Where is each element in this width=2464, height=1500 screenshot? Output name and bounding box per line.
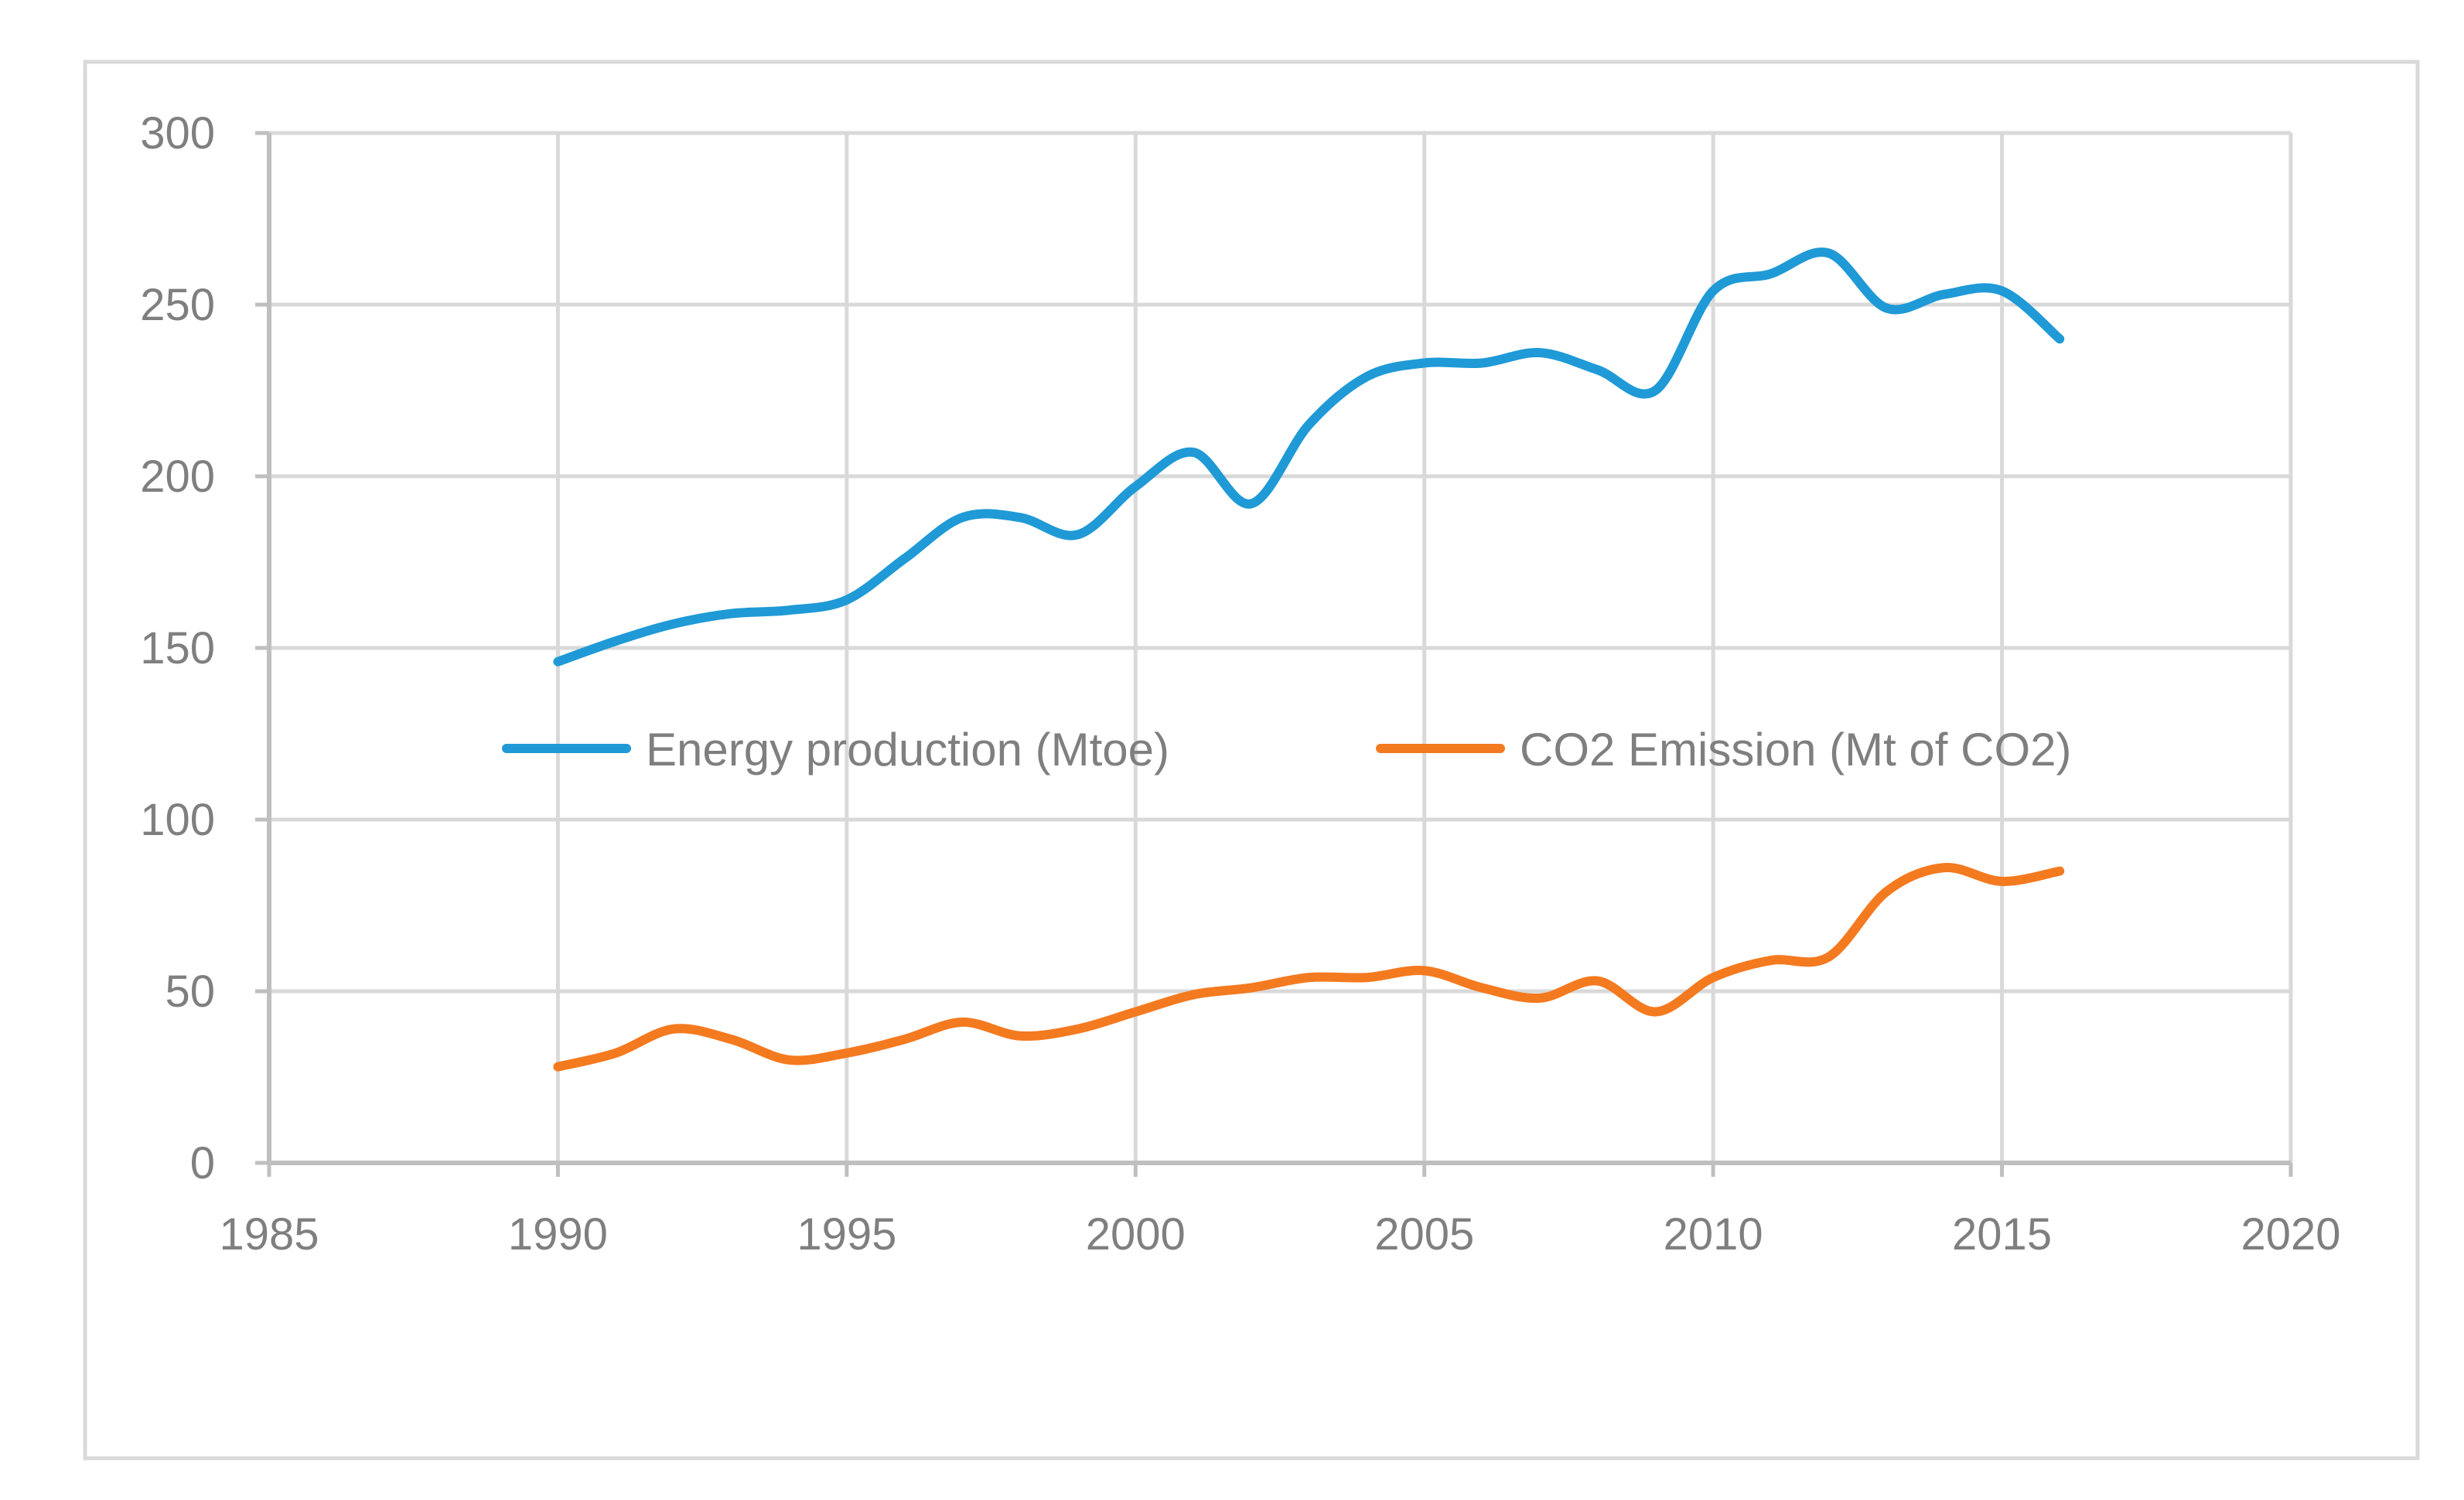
data-point — [903, 557, 907, 561]
data-point — [1133, 1010, 1138, 1014]
data-point — [1942, 865, 1947, 870]
data-point — [1018, 1034, 1022, 1038]
data-point — [1249, 502, 1254, 506]
data-point — [1479, 360, 1484, 365]
legend-label: CO2 Emission (Mt of CO2) — [1520, 724, 2071, 776]
x-tick-label: 2005 — [1374, 1209, 1474, 1260]
data-point — [1942, 292, 1947, 297]
data-point — [1827, 251, 1831, 255]
data-point — [845, 598, 849, 602]
data-point — [1595, 979, 1600, 984]
data-point — [2000, 288, 2005, 293]
x-tick-label: 1995 — [797, 1209, 896, 1260]
y-tick-label: 250 — [140, 280, 215, 330]
data-point — [1018, 515, 1022, 520]
series-lines — [553, 247, 2065, 1072]
x-tick-label: 2020 — [2240, 1209, 2340, 1260]
data-point — [1133, 484, 1138, 489]
data-point — [960, 515, 964, 520]
axes — [255, 131, 2293, 1177]
data-point — [1422, 968, 1427, 973]
data-point — [729, 612, 733, 616]
data-point — [729, 1037, 733, 1041]
data-point — [1306, 422, 1311, 427]
data-point — [671, 1027, 676, 1031]
data-point — [1884, 305, 1889, 310]
data-point — [1769, 958, 1773, 963]
data-point — [1769, 271, 1773, 276]
data-point — [1537, 350, 1542, 355]
data-point — [613, 639, 618, 643]
data-point — [555, 1065, 560, 1069]
data-point — [1711, 288, 1715, 293]
y-tick-label: 150 — [140, 623, 215, 673]
data-point — [960, 1020, 964, 1024]
y-tick-label: 300 — [140, 108, 215, 159]
chart-border — [83, 60, 2420, 1461]
data-point — [1479, 986, 1484, 990]
data-point — [555, 660, 560, 664]
x-tick-label: 1985 — [219, 1209, 319, 1260]
data-point — [1711, 975, 1715, 980]
x-tick-label: 2000 — [1086, 1209, 1186, 1260]
data-point — [1306, 975, 1311, 980]
legend-label: Energy production (Mtoe) — [646, 724, 1169, 776]
data-point — [1653, 1010, 1657, 1014]
data-point — [2057, 869, 2062, 874]
y-tick-label: 100 — [140, 795, 215, 845]
data-point — [1076, 1027, 1080, 1031]
data-point — [1884, 889, 1889, 894]
series-line-energy-production — [553, 247, 2065, 666]
y-tick-label: 50 — [165, 966, 215, 1017]
data-point — [671, 622, 676, 626]
legend: Energy production (Mtoe) CO2 Emission (Mt… — [502, 724, 2071, 776]
data-point — [1076, 532, 1080, 537]
tick-labels: 0 50 100 150 200 250 300 1985 1990 1995 2000 2005 20… — [140, 108, 2340, 1260]
data-point — [1653, 388, 1657, 393]
data-point — [2000, 879, 2005, 884]
data-point — [1537, 996, 1542, 1001]
x-tick-label: 2015 — [1952, 1209, 2052, 1260]
data-point — [1827, 955, 1831, 960]
data-point — [845, 1051, 849, 1055]
x-tick-label: 2010 — [1664, 1209, 1763, 1260]
x-tick-label: 1990 — [508, 1209, 608, 1260]
y-tick-label: 200 — [140, 452, 215, 502]
data-point — [1595, 367, 1600, 372]
data-point — [787, 608, 791, 612]
series-line-co2-emission — [553, 863, 2065, 1072]
data-point — [1364, 374, 1369, 379]
data-point — [613, 1051, 618, 1055]
data-point — [903, 1037, 907, 1041]
data-point — [1249, 986, 1254, 990]
data-point — [2057, 336, 2062, 341]
data-point — [1422, 360, 1427, 365]
y-tick-label: 0 — [190, 1138, 215, 1188]
data-point — [1364, 975, 1369, 980]
data-point — [1191, 450, 1196, 455]
grid — [269, 131, 2293, 1163]
data-point — [787, 1058, 791, 1062]
data-point — [1191, 992, 1196, 997]
